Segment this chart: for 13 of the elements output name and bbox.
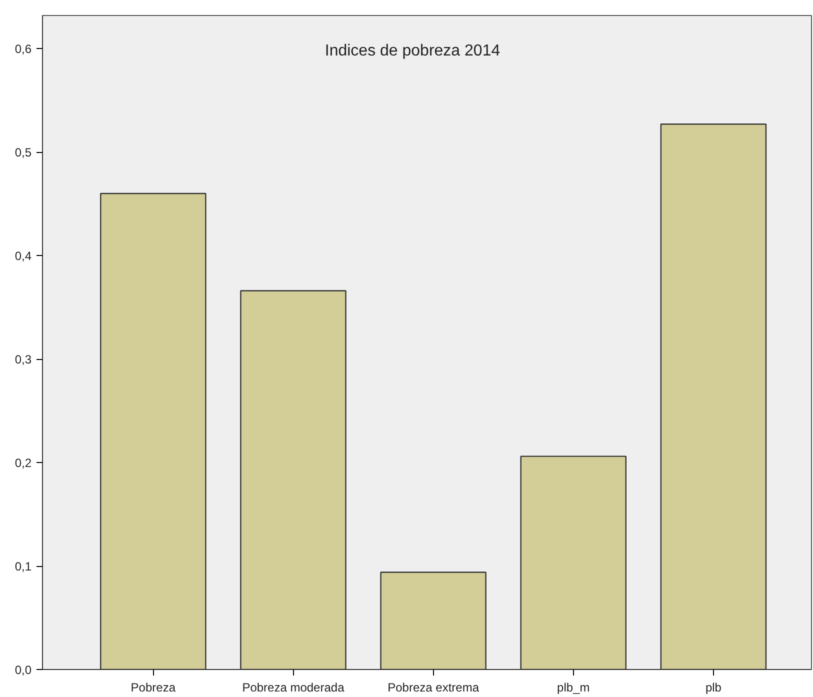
x-tick-label: plb_m [557, 680, 590, 694]
y-tick-label: 0,4 [14, 249, 32, 264]
x-tick-label: Pobreza moderada [242, 680, 345, 694]
x-tick-label: plb [705, 680, 722, 694]
y-tick-label: 0,0 [14, 663, 32, 677]
y-tick-label: 0,3 [14, 352, 32, 367]
y-tick-label: 0,2 [14, 456, 32, 470]
y-tick-label: 0,1 [14, 560, 32, 574]
y-tick-label: 0,5 [14, 146, 32, 160]
text: Indices de pobreza 2014 [324, 42, 500, 60]
x-tick-label: Pobreza extrema [388, 680, 480, 694]
x-tick-label: Pobreza [130, 680, 176, 694]
y-tick-label: 0,6 [14, 42, 32, 56]
